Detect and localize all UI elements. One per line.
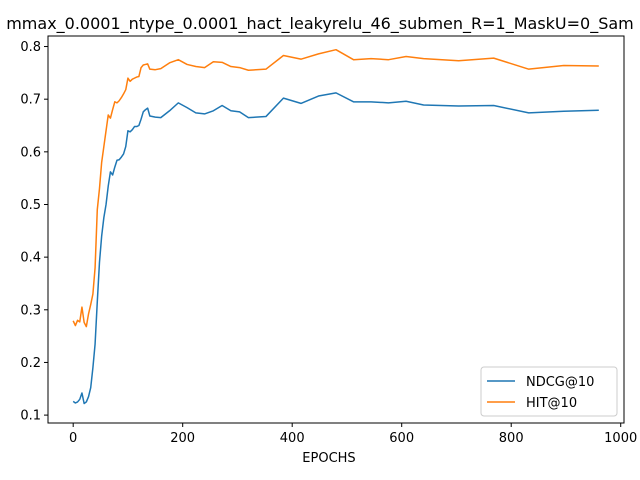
series-layer	[72, 48, 599, 405]
x-tick-label: 400	[280, 431, 305, 446]
chart-title: mmax_0.0001_ntype_0.0001_hact_leakyrelu_…	[6, 14, 634, 34]
legend-entries: NDCG@10 HIT@10	[487, 375, 594, 411]
x-axis-label: EPOCHS	[302, 451, 355, 466]
x-tick-label: 200	[170, 431, 195, 446]
y-tick-label: 0.2	[20, 356, 41, 371]
y-tick-label: 0.3	[20, 303, 41, 318]
y-tick-label: 0.5	[20, 198, 41, 213]
x-tick-label: 800	[499, 431, 524, 446]
legend-label: NDCG@10	[526, 375, 594, 390]
series-line-hit-10	[72, 48, 599, 328]
y-tick-label: 0.7	[20, 93, 41, 108]
legend-box	[480, 366, 618, 417]
y-tick-label: 0.6	[20, 145, 41, 160]
legend-label: HIT@10	[526, 396, 577, 411]
x-tick-label: 0	[69, 431, 77, 446]
x-tick-label: 600	[389, 431, 414, 446]
series-line-ndcg-10	[72, 92, 599, 405]
x-axis-ticks: 0 200 400 600 800 1000	[69, 423, 637, 446]
y-axis-ticks: 0.1 0.2 0.3 0.4 0.5 0.6 0.7 0.8	[20, 40, 48, 424]
axes-frame	[47, 35, 625, 424]
y-tick-label: 0.1	[20, 409, 41, 424]
axes-layer	[47, 35, 625, 424]
legend: NDCG@10 HIT@10	[480, 366, 618, 417]
y-tick-label: 0.4	[20, 251, 41, 266]
plot-area	[48, 36, 624, 423]
y-tick-label: 0.8	[20, 40, 41, 55]
x-tick-label: 1000	[604, 431, 637, 446]
